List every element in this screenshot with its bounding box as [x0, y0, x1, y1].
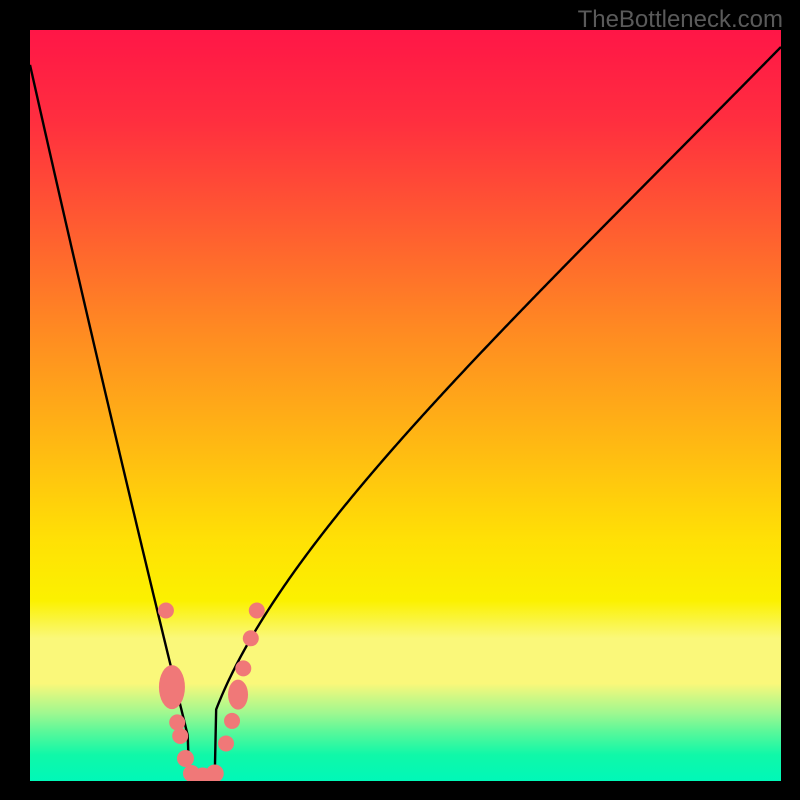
data-marker — [249, 603, 265, 619]
chart-container: TheBottleneck.com — [0, 0, 800, 800]
plot-area — [30, 30, 781, 781]
data-marker — [218, 735, 234, 751]
data-marker — [169, 714, 185, 730]
data-marker — [159, 665, 185, 709]
data-marker — [177, 750, 194, 767]
data-marker — [158, 603, 174, 619]
data-marker — [243, 630, 259, 646]
watermark-text: TheBottleneck.com — [578, 6, 783, 34]
gradient-background — [30, 30, 781, 781]
data-marker — [228, 680, 248, 710]
data-marker — [172, 728, 188, 744]
data-marker — [235, 660, 251, 676]
data-marker — [224, 713, 240, 729]
plot-svg — [30, 30, 781, 781]
